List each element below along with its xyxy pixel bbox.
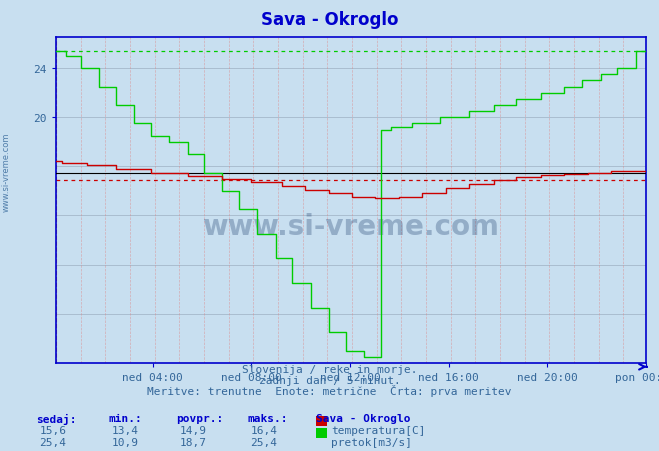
Text: sedaj:: sedaj:: [36, 413, 76, 423]
Text: 25,4: 25,4: [40, 437, 67, 447]
Text: min.:: min.:: [109, 413, 142, 423]
Text: 18,7: 18,7: [180, 437, 207, 447]
Text: Meritve: trenutne  Enote: metrične  Črta: prva meritev: Meritve: trenutne Enote: metrične Črta: …: [147, 385, 512, 396]
Text: Slovenija / reke in morje.: Slovenija / reke in morje.: [242, 364, 417, 374]
Text: maks.:: maks.:: [247, 413, 287, 423]
Text: www.si-vreme.com: www.si-vreme.com: [202, 213, 500, 241]
Text: 14,9: 14,9: [180, 425, 207, 435]
Text: 15,6: 15,6: [40, 425, 67, 435]
Text: 16,4: 16,4: [250, 425, 277, 435]
Text: pretok[m3/s]: pretok[m3/s]: [331, 437, 412, 447]
Text: www.si-vreme.com: www.si-vreme.com: [2, 132, 11, 211]
Text: 13,4: 13,4: [112, 425, 139, 435]
Text: temperatura[C]: temperatura[C]: [331, 425, 425, 435]
Text: povpr.:: povpr.:: [177, 413, 224, 423]
Text: zadnji dan / 5 minut.: zadnji dan / 5 minut.: [258, 375, 401, 385]
Text: 10,9: 10,9: [112, 437, 139, 447]
Text: Sava - Okroglo: Sava - Okroglo: [261, 11, 398, 29]
Text: 25,4: 25,4: [250, 437, 277, 447]
Text: Sava - Okroglo: Sava - Okroglo: [316, 413, 411, 423]
